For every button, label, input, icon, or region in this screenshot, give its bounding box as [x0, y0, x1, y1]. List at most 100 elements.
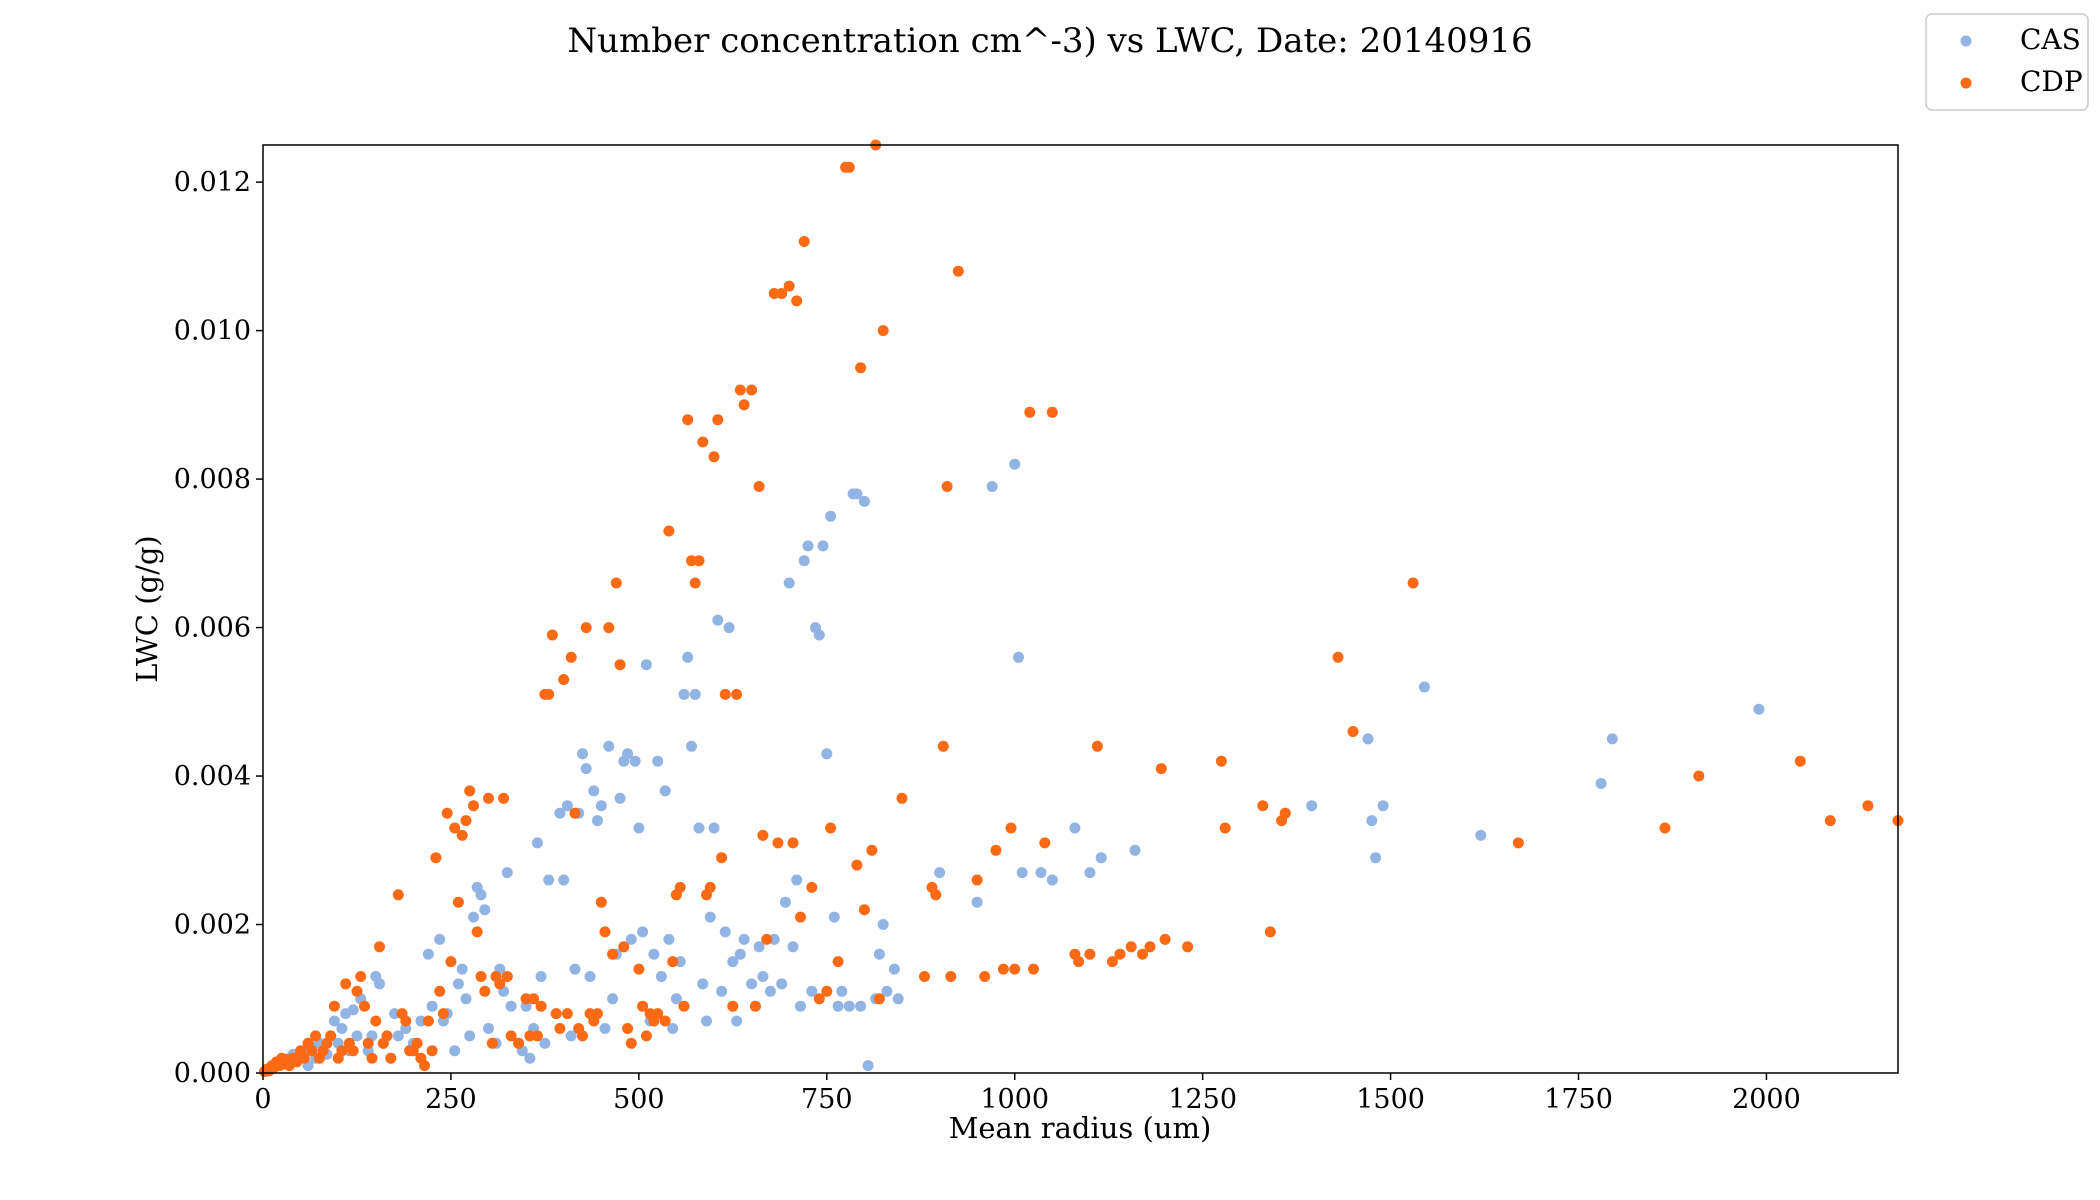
data-point-cdp — [877, 325, 889, 337]
data-point-cas — [652, 755, 664, 767]
data-point-cas — [851, 488, 863, 500]
data-point-cdp — [1159, 933, 1171, 945]
data-point-cas — [592, 815, 603, 827]
data-point-cdp — [535, 1000, 547, 1012]
y-tick-label: 0.012 — [174, 167, 251, 198]
data-point-cdp — [355, 971, 367, 982]
data-point-cas — [1009, 458, 1021, 470]
data-point-cdp — [347, 1045, 359, 1057]
data-point-cdp — [561, 1008, 573, 1020]
data-point-cdp — [306, 1045, 318, 1057]
data-point-cas — [682, 651, 694, 663]
data-point-cdp — [997, 963, 1009, 975]
data-point-cas — [855, 1000, 867, 1012]
data-point-cdp — [896, 792, 908, 804]
legend-marker-cdp — [1960, 77, 1972, 89]
data-point-cas — [655, 971, 667, 982]
x-tick-label: 1000 — [980, 1084, 1049, 1115]
data-point-cdp — [1106, 956, 1118, 968]
series-cas — [261, 458, 1765, 1077]
data-point-cas — [561, 800, 573, 812]
data-point-cdp — [689, 577, 701, 589]
data-point-cdp — [1219, 822, 1231, 834]
data-point-cas — [873, 948, 885, 960]
x-tick-label: 2000 — [1732, 1084, 1801, 1115]
series-layer — [259, 139, 1904, 1077]
data-point-cas — [558, 874, 570, 886]
x-axis-label: Mean radius (um) — [949, 1111, 1212, 1145]
data-point-cdp — [791, 295, 803, 307]
data-point-cdp — [449, 822, 461, 834]
data-point-cas — [1035, 867, 1047, 879]
data-point-cas — [539, 1037, 551, 1049]
data-point-cdp — [595, 896, 607, 908]
data-point-cas — [836, 985, 848, 997]
legend-label-cas: CAS — [2020, 23, 2081, 56]
data-point-cdp — [565, 651, 577, 663]
data-point-cdp — [1084, 948, 1096, 960]
data-point-cas — [881, 985, 893, 997]
x-tick-label: 500 — [613, 1084, 665, 1115]
data-point-cdp — [381, 1030, 393, 1042]
data-point-cdp — [734, 384, 746, 396]
data-point-cdp — [1347, 726, 1359, 737]
data-point-cas — [862, 1060, 874, 1072]
data-point-cdp — [513, 1037, 525, 1049]
data-point-cdp — [374, 941, 385, 953]
data-point-cdp — [426, 1045, 438, 1057]
data-point-cas — [753, 941, 765, 953]
data-point-cas — [712, 614, 724, 626]
data-point-cdp — [941, 481, 953, 492]
x-tick-label: 250 — [425, 1084, 477, 1115]
data-point-cdp — [460, 815, 472, 827]
data-point-cas — [795, 1000, 806, 1012]
x-tick-label: 1250 — [1168, 1084, 1237, 1115]
plot-area — [259, 139, 1904, 1077]
data-point-cas — [452, 978, 464, 990]
data-point-cdp — [622, 1023, 634, 1034]
data-point-cas — [1362, 733, 1374, 745]
data-point-cdp — [445, 956, 457, 968]
data-point-cdp — [1005, 822, 1017, 834]
data-point-cdp — [298, 1052, 310, 1064]
data-point-cdp — [708, 451, 720, 463]
data-point-cdp — [325, 1030, 337, 1042]
data-point-cdp — [592, 1008, 603, 1020]
data-point-cas — [422, 948, 434, 960]
data-point-cdp — [340, 978, 352, 990]
data-point-cdp — [971, 874, 983, 886]
data-point-cdp — [385, 1052, 397, 1064]
data-point-cas — [475, 889, 487, 901]
data-point-cdp — [441, 807, 453, 819]
data-point-cdp — [776, 288, 788, 299]
data-point-cas — [828, 911, 840, 923]
data-point-cdp — [825, 822, 837, 834]
data-point-cas — [663, 933, 675, 945]
data-point-cas — [971, 896, 983, 908]
data-point-cas — [1046, 874, 1058, 886]
data-point-cas — [892, 993, 904, 1005]
data-point-cdp — [419, 1060, 431, 1072]
data-point-cas — [1013, 651, 1024, 663]
data-point-cdp — [1073, 956, 1085, 968]
data-point-cas — [817, 540, 829, 552]
data-point-cdp — [475, 971, 487, 982]
data-point-cas — [746, 978, 758, 990]
data-point-cdp — [674, 881, 686, 893]
data-point-cdp — [1862, 800, 1874, 812]
data-point-cdp — [652, 1008, 664, 1020]
data-point-cdp — [851, 859, 863, 871]
data-point-cdp — [637, 1000, 649, 1012]
data-point-cdp — [795, 911, 806, 923]
data-point-cdp — [866, 844, 878, 856]
data-point-cas — [1016, 867, 1028, 879]
data-point-cdp — [359, 1000, 370, 1012]
data-point-cas — [1069, 822, 1081, 834]
data-point-cas — [584, 971, 596, 982]
data-point-cas — [701, 1015, 712, 1027]
data-point-cdp — [1215, 755, 1227, 767]
data-point-cdp — [505, 1030, 517, 1042]
data-point-cdp — [479, 985, 491, 997]
y-axis: 0.000 0.002 0.004 0.006 0.008 0.010 0.012 — [174, 167, 263, 1089]
y-tick-label: 0.000 — [174, 1058, 251, 1089]
